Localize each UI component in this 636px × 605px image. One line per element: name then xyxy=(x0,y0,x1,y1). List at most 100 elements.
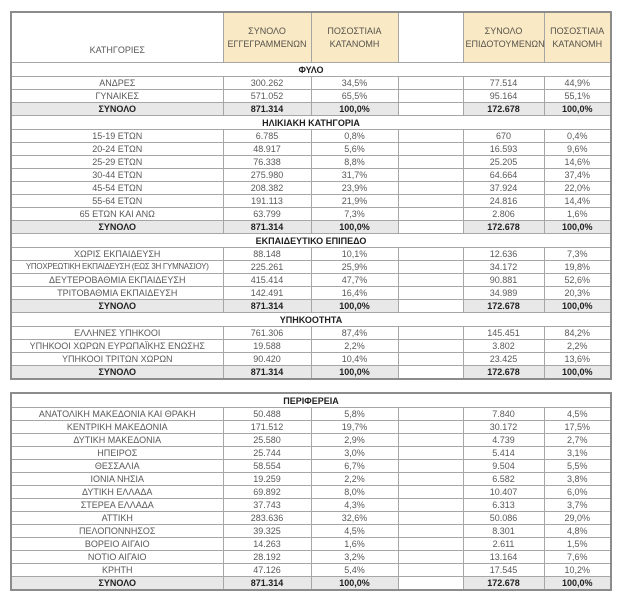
data-row: ΒΟΡΕΙΟ ΑΙΓΑΙΟ 14.263 1,6% 2.611 1,5% xyxy=(10,537,612,551)
registered-pct-cell: 8,0% xyxy=(310,485,399,499)
spacer-cell xyxy=(397,247,464,261)
data-row: ΚΡΗΤΗ 47.126 5,4% 17.545 10,2% xyxy=(10,563,612,577)
data-row: 45-54 ΕΤΩΝ 208.382 23,9% 37.924 22,0% xyxy=(10,181,612,195)
subsidized-pct-cell: 14,6% xyxy=(543,155,612,169)
registered-pct-cell: 4,3% xyxy=(310,498,399,512)
subsidized-pct-cell: 17,5% xyxy=(543,420,612,434)
data-row: ΧΩΡΙΣ ΕΚΠΑΙΔΕΥΣΗ 88.148 10,1% 12.636 7,3% xyxy=(10,247,612,261)
category-cell: 25-29 ΕΤΩΝ xyxy=(10,155,224,169)
registered-total-cell: 76.338 xyxy=(222,155,312,169)
data-row: ΠΕΛΟΠΟΝΝΗΣΟΣ 39.325 4,5% 8.301 4,8% xyxy=(10,524,612,538)
registered-pct-cell: 23,9% xyxy=(310,181,399,195)
subsidized-pct-cell: 37,4% xyxy=(543,168,612,182)
spacer-cell xyxy=(397,181,464,195)
spacer-cell xyxy=(397,407,464,421)
category-cell: ΒΟΡΕΙΟ ΑΙΓΑΙΟ xyxy=(10,537,224,551)
registered-pct-cell: 32,6% xyxy=(310,511,399,525)
data-row: ΘΕΣΣΑΛΙΑ 58.554 6,7% 9.504 5,5% xyxy=(10,459,612,473)
spacer-cell xyxy=(397,194,464,208)
subsidized-total-cell: 10.407 xyxy=(462,485,545,499)
registered-total-cell: 39.325 xyxy=(222,524,312,538)
spacer-cell xyxy=(397,168,464,182)
category-cell: ΣΥΝΟΛΟ xyxy=(10,576,224,591)
registered-pct-cell: 100,0% xyxy=(310,299,399,313)
category-cell: ΚΡΗΤΗ xyxy=(10,563,224,577)
spacer-cell xyxy=(397,220,464,234)
registered-total-cell: 90.420 xyxy=(222,352,312,366)
category-cell: ΓΥΝΑΙΚΕΣ xyxy=(10,89,224,103)
registered-pct-cell: 10,1% xyxy=(310,247,399,261)
registered-total-cell: 871.314 xyxy=(222,102,312,116)
subsidized-total-cell: 64.664 xyxy=(462,168,545,182)
registered-total-cell: 14.263 xyxy=(222,537,312,551)
registered-pct-cell: 0,8% xyxy=(310,129,399,143)
subsidized-total-cell: 37.924 xyxy=(462,181,545,195)
registered-total-cell: 871.314 xyxy=(222,299,312,313)
registered-total-cell: 275.980 xyxy=(222,168,312,182)
registered-total-cell: 6.785 xyxy=(222,129,312,143)
registered-total-cell: 171.512 xyxy=(222,420,312,434)
section-title: ΥΠΗΚΟΟΤΗΤΑ xyxy=(10,312,612,327)
subsidized-total-cell: 4.739 xyxy=(462,433,545,447)
category-cell: 15-19 ΕΤΩΝ xyxy=(10,129,224,143)
subsidized-total-cell: 95.164 xyxy=(462,89,545,103)
registered-pct-cell: 100,0% xyxy=(310,576,399,591)
registered-total-cell: 19.588 xyxy=(222,339,312,353)
category-cell: 20-24 ΕΤΩΝ xyxy=(10,142,224,156)
registered-total-cell: 48.917 xyxy=(222,142,312,156)
category-cell: ΘΕΣΣΑΛΙΑ xyxy=(10,459,224,473)
total-row: ΣΥΝΟΛΟ 871.314 100,0% 172.678 100,0% xyxy=(10,576,612,591)
registered-pct-cell: 4,5% xyxy=(310,524,399,538)
data-row: 65 ΕΤΩΝ ΚΑΙ ΑΝΩ 63.799 7,3% 2.806 1,6% xyxy=(10,207,612,221)
category-cell: ΥΠΟΧΡΕΩΤΙΚΗ ΕΚΠΑΙΔΕΥΣΗ (ΕΩΣ 3Η ΓΥΜΝΑΣΙΟΥ… xyxy=(10,260,224,274)
section-title: ΦΥΛΟ xyxy=(10,62,612,77)
table-body-region: ΠΕΡΙΦΕΡΕΙΑ ΑΝΑΤΟΛΙΚΗ ΜΑΚΕΔΟΝΙΑ ΚΑΙ ΘΡΑΚΗ 5… xyxy=(10,392,612,591)
data-row: ΑΝΑΤΟΛΙΚΗ ΜΑΚΕΔΟΝΙΑ ΚΑΙ ΘΡΑΚΗ 50.488 5,8% 7… xyxy=(10,407,612,421)
category-cell: ΕΛΛΗΝΕΣ ΥΠΗΚΟΟΙ xyxy=(10,326,224,340)
data-row: ΕΛΛΗΝΕΣ ΥΠΗΚΟΟΙ 761.306 87,4% 145.451 84,2% xyxy=(10,326,612,340)
category-cell: 65 ΕΤΩΝ ΚΑΙ ΑΝΩ xyxy=(10,207,224,221)
subsidized-total-cell: 5.414 xyxy=(462,446,545,460)
subsidized-total-cell: 2.611 xyxy=(462,537,545,551)
registered-pct-cell: 3,0% xyxy=(310,446,399,460)
registered-total-cell: 142.491 xyxy=(222,286,312,300)
data-row: ΔΥΤΙΚΗ ΜΑΚΕΔΟΝΙΑ 25.580 2,9% 4.739 2,7% xyxy=(10,433,612,447)
subsidized-total-cell: 34.172 xyxy=(462,260,545,274)
registered-total-cell: 761.306 xyxy=(222,326,312,340)
subsidized-pct-cell: 22,0% xyxy=(543,181,612,195)
category-cell: ΧΩΡΙΣ ΕΚΠΑΙΔΕΥΣΗ xyxy=(10,247,224,261)
spacer-cell xyxy=(397,420,464,434)
data-row: ΔΥΤΙΚΗ ΕΛΛΑΔΑ 69.892 8,0% 10.407 6,0% xyxy=(10,485,612,499)
subsidized-total-cell: 172.678 xyxy=(462,102,545,116)
subsidized-pct-cell: 14,4% xyxy=(543,194,612,208)
registered-total-cell: 63.799 xyxy=(222,207,312,221)
subsidized-pct-cell: 7,6% xyxy=(543,550,612,564)
registered-total-cell: 191.113 xyxy=(222,194,312,208)
registered-pct-cell: 2,9% xyxy=(310,433,399,447)
data-row: ΑΝΔΡΕΣ 300.262 34,5% 77.514 44,9% xyxy=(10,76,612,90)
registered-pct-cell: 2,2% xyxy=(310,472,399,486)
spacer-cell xyxy=(397,207,464,221)
spacer-cell xyxy=(397,352,464,366)
column-header-subsidized-pct: ΠΟΣΟΣΤΙΑΙΑ ΚΑΤΑΝΟΜΗ xyxy=(543,11,612,63)
subsidized-pct-cell: 2,7% xyxy=(543,433,612,447)
spacer-cell xyxy=(397,550,464,564)
registered-total-cell: 871.314 xyxy=(222,365,312,380)
category-cell: ΔΥΤΙΚΗ ΜΑΚΕΔΟΝΙΑ xyxy=(10,433,224,447)
subsidized-total-cell: 3.802 xyxy=(462,339,545,353)
subsidized-pct-cell: 5,5% xyxy=(543,459,612,473)
subsidized-total-cell: 145.451 xyxy=(462,326,545,340)
subsidized-total-cell: 670 xyxy=(462,129,545,143)
subsidized-pct-cell: 100,0% xyxy=(543,576,612,591)
data-row: ΥΠΗΚΟΟΙ ΧΩΡΩΝ ΕΥΡΩΠΑΪΚΗΣ ΕΝΩΣΗΣ 19.588 2,2… xyxy=(10,339,612,353)
registered-pct-cell: 100,0% xyxy=(310,102,399,116)
spacer-cell xyxy=(397,472,464,486)
subsidized-total-cell: 16.593 xyxy=(462,142,545,156)
spacer-cell xyxy=(397,524,464,538)
subsidized-total-cell: 6.313 xyxy=(462,498,545,512)
subsidized-total-cell: 6.582 xyxy=(462,472,545,486)
subsidized-total-cell: 8.301 xyxy=(462,524,545,538)
registered-total-cell: 50.488 xyxy=(222,407,312,421)
registered-pct-cell: 5,6% xyxy=(310,142,399,156)
